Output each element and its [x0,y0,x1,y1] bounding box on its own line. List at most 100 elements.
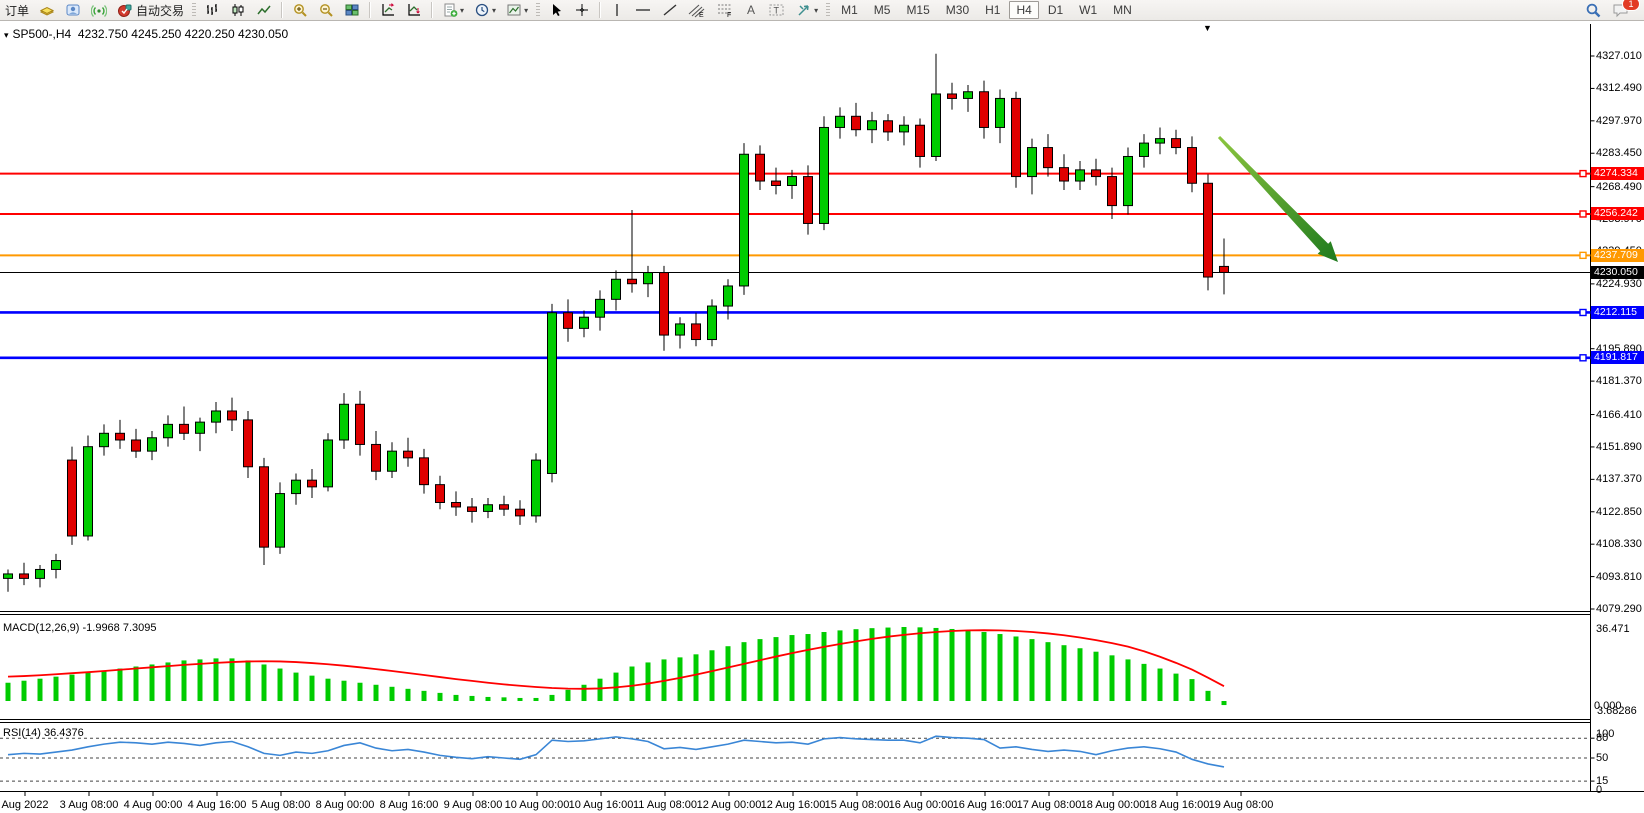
timeframe-h4[interactable]: H4 [1009,1,1039,19]
price-tick-label: 4122.850 [1596,505,1642,518]
time-axis-label: 5 Aug 08:00 [251,799,311,811]
vertical-line-icon[interactable] [606,1,628,19]
candle [19,573,29,579]
price-tick-label: 4137.370 [1596,473,1642,486]
toolbar-grip[interactable] [536,3,541,17]
add-indicator-button[interactable]: ▾ [438,1,468,19]
auto-scroll-icon[interactable] [402,1,426,19]
macd-histogram-bar [341,680,347,701]
macd-histogram-bar [229,658,235,701]
price-tick-label: 4327.010 [1596,50,1642,62]
trend-arrow-annotation[interactable] [1217,135,1338,262]
macd-histogram-bar [773,637,779,701]
candle [691,323,701,341]
time-axis-label: 8 Aug 16:00 [379,799,439,811]
chat-icon[interactable]: 1 [1608,0,1640,19]
time-axis-label: 18 Aug 00:00 [1080,799,1146,811]
macd-histogram-bar [869,628,875,701]
macd-histogram-bar [309,675,315,701]
time-axis-label: 16 Aug 00:00 [888,799,954,811]
timeframe-h1[interactable]: H1 [985,3,1001,17]
candle [403,450,413,459]
svg-text:F: F [727,12,731,18]
macd-histogram-bar [1045,642,1051,701]
cursor-icon[interactable] [544,1,568,19]
macd-histogram-bar [1125,659,1131,701]
shapes-icon[interactable]: ▾ [792,1,822,19]
autotrade-icon [118,4,132,17]
scroll-to-end-icon[interactable]: ▼ [1203,23,1212,33]
macd-histogram-bar [1061,645,1067,701]
trendline-icon[interactable] [658,1,682,19]
chart-menu-icon[interactable]: ▾ [4,30,9,40]
toolbar-grip[interactable] [826,3,831,17]
macd-histogram-bar [293,672,299,701]
crosshair-icon[interactable] [570,1,594,19]
timeframe-m30[interactable]: M30 [945,3,970,17]
price-line-label[interactable]: 4212.115 [1591,305,1644,319]
candle [819,126,829,224]
price-tick-label: 4312.490 [1596,82,1642,95]
orders-button[interactable]: 订单 [1,1,33,19]
symbol-period: SP500-,H4 [12,27,72,41]
candle [1123,155,1133,207]
macd-histogram-bar [1077,648,1083,701]
autotrade-button[interactable]: 自动交易 [113,1,188,19]
timeframe-mn[interactable]: MN [1113,3,1132,17]
price-line-label[interactable]: 4274.334 [1591,167,1644,181]
candlestick-chart-icon[interactable] [226,1,250,19]
candle [787,176,797,186]
fibonacci-icon[interactable]: F [712,1,738,19]
accounts-icon[interactable] [61,1,85,19]
zoom-in-icon[interactable] [288,1,312,19]
macd-histogram-bar [357,682,363,701]
text-label-icon[interactable]: T [764,1,790,19]
macd-histogram-bar [645,662,651,701]
candle [739,153,749,287]
candle [995,97,1005,128]
timeframe-m1[interactable]: M1 [841,3,858,17]
timeframe-m15[interactable]: M15 [906,3,930,17]
period-button[interactable]: ▾ [470,1,500,19]
template-button[interactable]: ▾ [502,1,532,19]
macd-histogram-bar [821,632,827,701]
time-axis-label: 4 Aug 16:00 [187,799,247,811]
candle [211,410,221,423]
text-icon[interactable]: A [740,1,762,19]
chart-shift-icon[interactable] [376,1,400,19]
time-axis-label: Aug 2022 [1,799,49,811]
bar-chart-icon[interactable] [200,1,224,19]
candle [1187,147,1197,184]
macd-histogram-bar [197,659,203,701]
journal-icon[interactable] [35,1,59,19]
candle [291,479,301,495]
chevron-down-icon: ▾ [492,5,497,15]
chart-window[interactable]: ▾ SP500-,H4 4232.750 4245.250 4220.250 42… [0,21,1644,813]
candle [1155,138,1165,144]
macd-histogram-bar [677,657,683,701]
chart-canvas[interactable] [0,22,1644,813]
macd-histogram-bar [965,630,971,701]
candle [803,176,813,224]
macd-histogram-bar [565,689,571,701]
horizontal-line-icon[interactable] [630,1,656,19]
signals-icon[interactable] [87,1,111,19]
price-line-label[interactable]: 4256.242 [1591,207,1644,221]
time-axis-label: 18 Aug 16:00 [1144,799,1210,811]
timeframe-m5[interactable]: M5 [873,3,891,17]
toolbar-grip[interactable] [192,3,197,17]
zoom-out-icon[interactable] [314,1,338,19]
search-icon[interactable] [1581,1,1606,19]
candle [195,421,205,434]
macd-histogram-bar [133,666,139,701]
price-tick-label: 4224.930 [1596,277,1642,290]
macd-histogram-bar [453,694,459,701]
timeframe-w1[interactable]: W1 [1079,3,1098,17]
timeframe-d1[interactable]: D1 [1047,3,1064,17]
price-line-label[interactable]: 4237.709 [1591,248,1644,262]
line-chart-icon[interactable] [252,1,276,19]
tile-windows-icon[interactable] [340,1,364,19]
equidistant-channel-icon[interactable]: E [684,1,710,19]
price-line-label[interactable]: 4191.817 [1591,351,1644,365]
